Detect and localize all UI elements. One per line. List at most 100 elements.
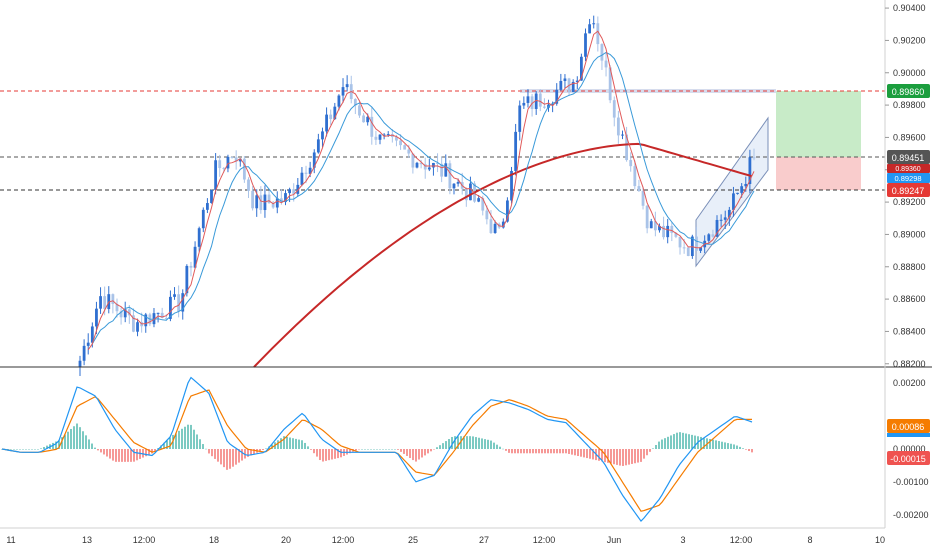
time-axis[interactable]: 11 13 12:00 18 20 12:00 25 27 12:00 Jun 3 12:00 8 10 (6, 535, 885, 545)
candle-body (653, 221, 657, 231)
histogram-bar (733, 444, 735, 449)
histogram-bar (553, 449, 555, 454)
candle-body (551, 103, 555, 105)
histogram-bar (322, 449, 324, 462)
histogram-bar (241, 449, 243, 461)
candle-body (279, 198, 283, 203)
histogram-bar (16, 449, 18, 450)
candle-body (662, 225, 665, 238)
candle-body (210, 189, 213, 204)
candle-body (366, 116, 370, 123)
stop-loss-zone[interactable] (776, 157, 861, 190)
histogram-bar (673, 434, 675, 449)
histogram-bar (235, 449, 237, 465)
histogram-bar (289, 437, 291, 449)
histogram-bar (169, 437, 171, 449)
histogram-bar (607, 449, 609, 463)
candle-body (333, 106, 337, 120)
histogram-bar (682, 432, 684, 449)
histogram-bar (115, 449, 117, 462)
take-profit-zone[interactable] (776, 91, 861, 157)
candle-body (686, 247, 690, 257)
histogram-value-label: -0.00015 (890, 454, 926, 464)
histogram-bar (82, 431, 84, 449)
histogram-bar (10, 449, 12, 450)
histogram-bar (751, 449, 753, 453)
histogram-bar (226, 449, 228, 470)
ma-price-badge: 0.89360 (887, 164, 930, 173)
histogram-bar (622, 449, 624, 466)
histogram-bar (373, 449, 375, 450)
histogram-bar (523, 449, 525, 454)
candle-body (284, 193, 287, 203)
histogram-bar (334, 449, 336, 459)
histogram-bar (67, 431, 69, 449)
price-tick-label: 0.88200 (893, 359, 926, 369)
candle-body (411, 153, 415, 168)
histogram-bar (88, 439, 90, 449)
current-price-badge: 0.89451 (887, 150, 930, 164)
histogram-bar (244, 449, 246, 459)
candle-body (649, 221, 653, 229)
histogram-bar (637, 449, 639, 463)
price-tick-label: 0.89200 (893, 197, 926, 207)
candle-body (477, 198, 481, 202)
candle-body (415, 162, 419, 168)
histogram-bar (328, 449, 330, 461)
histogram-bar (625, 449, 627, 466)
histogram-bar (94, 447, 96, 449)
histogram-bar (277, 440, 279, 449)
macd-axis[interactable]: 0.00200 0.00000 -0.00100 -0.00200 (893, 378, 929, 520)
price-tick-label: 0.88400 (893, 326, 926, 336)
histogram-bar (43, 446, 45, 449)
histogram-bar (643, 449, 645, 459)
candle-body (506, 200, 509, 222)
histogram-bar (421, 449, 423, 458)
candle-body (493, 223, 497, 234)
histogram-bar (394, 449, 396, 450)
histogram-bar (505, 449, 507, 451)
histogram-bar (118, 449, 120, 462)
candle-body (358, 105, 361, 116)
histogram-bar (703, 437, 705, 449)
histogram-bar (451, 436, 453, 449)
histogram-bar (433, 449, 435, 450)
histogram-bar (619, 449, 621, 466)
histogram-bar (583, 449, 585, 458)
histogram-bar (547, 449, 549, 454)
candle-body (226, 156, 230, 169)
candle-body (604, 60, 608, 68)
price-axis[interactable]: 0.90400 0.90200 0.90000 0.89800 0.89600 0.894… (885, 3, 926, 369)
histogram-bar (205, 448, 207, 450)
histogram-bar (598, 449, 600, 461)
candle-body (736, 192, 739, 194)
histogram-bar (406, 449, 408, 456)
histogram-bar (136, 449, 138, 461)
price-tick-label: 0.90200 (893, 35, 926, 45)
candle-body (156, 312, 160, 314)
candle-body (193, 246, 197, 268)
candle-body (489, 219, 493, 234)
histogram-bar (586, 449, 588, 459)
histogram-bar (100, 449, 102, 453)
candle-body (271, 203, 275, 208)
candle-body (555, 89, 559, 104)
current-price-label: 0.89451 (892, 153, 925, 163)
histogram-bar (409, 449, 411, 459)
histogram-bar (184, 426, 186, 449)
histogram-bar (310, 449, 312, 450)
histogram-bar (145, 449, 147, 457)
time-tick-label: Jun (607, 535, 622, 545)
histogram-bar (562, 449, 564, 454)
histogram-bar (529, 449, 531, 454)
candle-body (440, 163, 444, 177)
histogram-bar (19, 449, 21, 450)
signal-value-label: 0.00086 (892, 422, 925, 432)
candle-body (177, 294, 181, 312)
histogram-bar (265, 448, 267, 449)
histogram-bar (382, 449, 384, 450)
candle-body (723, 217, 727, 220)
candle-body (132, 315, 135, 332)
